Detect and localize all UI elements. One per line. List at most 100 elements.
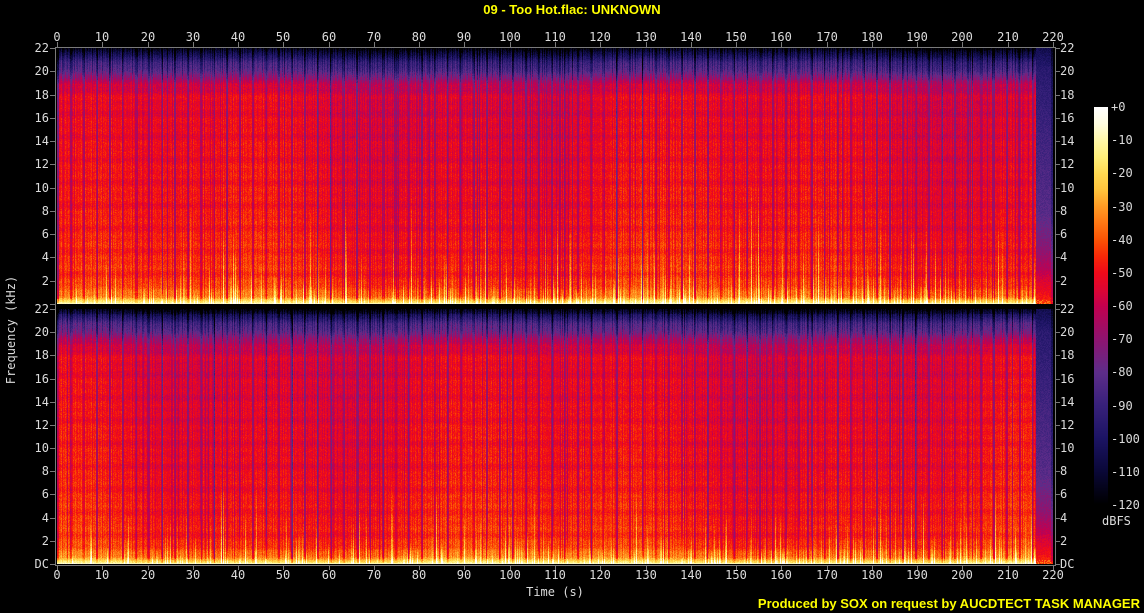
frequency-tick-label-right-ch1: 10 [1060,181,1075,195]
time-tick-label-top: 20 [140,30,156,44]
frequency-tick-label-left-ch2: 16 [34,372,49,386]
time-tick-label-bottom: 110 [544,568,566,582]
frequency-tick-label-right-ch1: 20 [1060,64,1075,78]
time-tick-label-bottom: 0 [53,568,61,582]
frequency-tick-label-left-ch2: 4 [41,511,49,525]
time-tick-label-bottom: 90 [456,568,472,582]
frequency-tick-label-left-ch2: 2 [41,534,49,548]
time-tick-label-bottom: 160 [770,568,792,582]
time-tick-label-top: 30 [185,30,201,44]
time-tick-label-bottom: 50 [275,568,291,582]
colorbar-tick-label: -120 [1111,498,1140,512]
frequency-tick-label-right-ch2: 6 [1060,487,1068,501]
time-tick-label-top: 10 [94,30,110,44]
frequency-tick-label-right-ch1: 16 [1060,111,1075,125]
colorbar-tick-label: -20 [1111,166,1133,180]
frequency-tick-label-left-ch2: 12 [34,418,49,432]
frequency-tick-label-right-ch2: 16 [1060,372,1075,386]
time-tick-label-bottom: 170 [816,568,838,582]
time-tick-label-top: 40 [230,30,246,44]
time-tick-label-bottom: 20 [140,568,156,582]
frequency-tick-label-right-ch2: 10 [1060,441,1075,455]
frequency-tick-label-right-ch1: 6 [1060,227,1068,241]
colorbar-tick-label: -10 [1111,133,1133,147]
frequency-tick-label-right-ch1: 2 [1060,274,1068,288]
frequency-tick-label-left-ch1: 8 [41,204,49,218]
left-channel-spectrogram [57,48,1053,304]
time-tick-label-bottom: 220 [1042,568,1064,582]
frequency-tick-label-left-ch2: 18 [34,348,49,362]
time-tick-label-bottom: 150 [725,568,747,582]
frequency-tick-label-right-ch1: 8 [1060,204,1068,218]
frequency-tick-label-left-ch2: 8 [41,464,49,478]
time-tick-label-bottom: 70 [366,568,382,582]
time-tick-label-bottom: 10 [94,568,110,582]
colorbar-tick-label: -60 [1111,299,1133,313]
colorbar-tick-label: -80 [1111,365,1133,379]
time-tick-label-top: 120 [589,30,611,44]
time-tick-label-top: 150 [725,30,747,44]
time-tick-label-top: 160 [770,30,792,44]
colorbar-tick-label: -110 [1111,465,1140,479]
right-channel-spectrogram [57,309,1053,564]
frequency-tick-label-left-ch1: 4 [41,250,49,264]
frequency-tick-label-left-ch1: 16 [34,111,49,125]
frequency-tick-label-left-ch1: 20 [34,64,49,78]
frequency-tick-label-left-ch2: DC [34,557,49,571]
time-tick-label-top: 130 [635,30,657,44]
time-tick-label-top: 200 [951,30,973,44]
colorbar-tick-label: -30 [1111,200,1133,214]
frequency-tick-label-left-ch1: 18 [34,88,49,102]
time-tick-label-top: 50 [275,30,291,44]
frequency-tick-label-right-ch2: 4 [1060,511,1068,525]
frequency-tick-label-right-ch1: 18 [1060,88,1075,102]
time-tick-label-bottom: 190 [906,568,928,582]
frequency-tick-label-left-ch1: 14 [34,134,49,148]
frequency-tick-label-left-ch1: 2 [41,274,49,288]
frequency-tick-label-left-ch1: 10 [34,181,49,195]
time-tick-label-top: 0 [53,30,61,44]
frequency-tick-label-left-ch1: 6 [41,227,49,241]
credit-text: Produced by SOX on request by AUCDTECT T… [757,596,1140,611]
colorbar-tick-label: -70 [1111,332,1133,346]
frequency-axis-label: Frequency (kHz) [4,275,18,385]
time-tick-label-bottom: 40 [230,568,246,582]
frequency-tick-label-right-ch1: 4 [1060,250,1068,264]
frequency-tick-label-right-ch1: 12 [1060,157,1075,171]
colorbar-tick-label: -100 [1111,432,1140,446]
time-tick-label-top: 60 [321,30,337,44]
time-tick-label-bottom: 100 [499,568,521,582]
time-tick-label-top: 140 [680,30,702,44]
time-tick-label-top: 180 [861,30,883,44]
frequency-tick-label-left-ch2: 20 [34,325,49,339]
frequency-tick-label-right-ch1: 22 [1060,41,1075,55]
time-tick-label-bottom: 60 [321,568,337,582]
frequency-tick-label-left-ch2: 22 [34,302,49,316]
frequency-tick-label-right-ch2: 14 [1060,395,1075,409]
time-tick-label-top: 190 [906,30,928,44]
frequency-tick-label-right-ch2: 22 [1060,302,1075,316]
time-tick-label-bottom: 180 [861,568,883,582]
frequency-tick-label-right-ch2: DC [1060,557,1075,571]
time-tick-label-top: 110 [544,30,566,44]
frequency-tick-label-left-ch2: 14 [34,395,49,409]
colorbar-tick-label: -90 [1111,399,1133,413]
frequency-tick-label-left-ch1: 12 [34,157,49,171]
dbfs-unit-label: dBFS [1102,514,1131,528]
frequency-tick-label-right-ch2: 2 [1060,534,1068,548]
time-axis-label: Time (s) [526,585,584,599]
colorbar-tick-label: +0 [1111,100,1126,114]
frequency-tick-label-left-ch2: 10 [34,441,49,455]
frequency-tick-label-right-ch2: 12 [1060,418,1075,432]
colorbar-tick-label: -40 [1111,233,1133,247]
frequency-tick-label-right-ch2: 18 [1060,348,1075,362]
time-tick-label-top: 220 [1042,30,1064,44]
frequency-tick-label-left-ch2: 6 [41,487,49,501]
time-tick-label-top: 90 [456,30,472,44]
time-tick-label-bottom: 130 [635,568,657,582]
time-tick-label-bottom: 120 [589,568,611,582]
time-tick-label-top: 80 [411,30,427,44]
frequency-tick-label-left-ch1: 22 [34,41,49,55]
colorbar-gradient [1094,107,1108,505]
